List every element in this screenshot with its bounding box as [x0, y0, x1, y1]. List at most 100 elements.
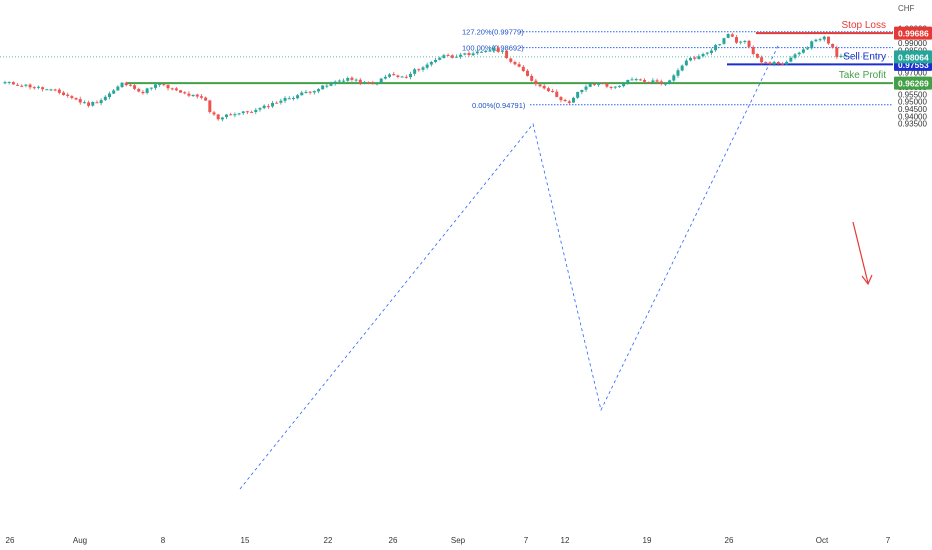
target-arrow-line — [852, 221, 869, 284]
candle-body — [843, 55, 847, 57]
candle-body — [57, 89, 61, 93]
candle-body — [199, 96, 203, 98]
candle-body — [726, 34, 730, 38]
price-tag-label: 0.96269 — [898, 79, 929, 89]
candle-body — [388, 74, 392, 77]
candle-body — [212, 112, 216, 115]
candle-body — [250, 111, 254, 113]
candle-body — [70, 96, 74, 98]
candle-body — [229, 114, 233, 116]
price-tag-label: 0.97553 — [898, 60, 929, 70]
candle-body — [496, 47, 500, 52]
candle-body — [425, 64, 429, 68]
candle-body — [204, 97, 208, 101]
x-tick-label: 15 — [241, 536, 250, 545]
candle-body — [174, 88, 178, 91]
x-axis: 26 Aug 8 15 22 26 Sep 7 12 19 26 Oct 7 — [6, 536, 891, 545]
candle-body — [467, 53, 471, 55]
candle-body — [337, 80, 341, 82]
levels-group — [126, 32, 893, 85]
candle-body — [195, 94, 199, 97]
candle-body — [262, 105, 266, 109]
candle-body — [542, 85, 546, 89]
candle-body — [241, 111, 245, 114]
candle-body — [7, 81, 11, 83]
level-label: Take Profit — [839, 70, 886, 81]
candle-body — [350, 77, 354, 80]
candle-body — [517, 64, 521, 67]
candle-body — [822, 36, 826, 40]
candle-body — [342, 80, 346, 82]
candle-body — [245, 111, 249, 113]
candle-body — [563, 99, 567, 102]
candle-body — [672, 75, 676, 81]
candle-body — [317, 89, 320, 92]
candle-body — [379, 78, 383, 84]
candle-body — [271, 102, 275, 107]
candle-body — [463, 53, 467, 55]
candle-body — [601, 83, 605, 85]
candle-body — [689, 57, 693, 61]
candle-body — [643, 80, 647, 82]
candle-body — [162, 84, 166, 86]
x-tick-label: 19 — [643, 536, 652, 545]
candle-body — [718, 44, 722, 46]
candle-body — [597, 82, 601, 85]
candle-body — [400, 76, 404, 78]
candle-body — [651, 80, 655, 83]
candle-body — [421, 67, 425, 70]
candle-body — [191, 94, 195, 97]
candle-body — [693, 57, 697, 59]
candle-body — [11, 82, 15, 85]
fib-level-label: 127.20%(0.99779) — [462, 28, 524, 37]
candle-body — [141, 91, 145, 94]
candle-body — [735, 37, 738, 43]
candle-body — [484, 50, 488, 52]
candle-body — [216, 114, 220, 120]
candle-body — [559, 97, 563, 101]
candle-body — [492, 47, 496, 51]
fib-trend-line — [239, 43, 780, 490]
candle-body — [413, 69, 417, 74]
candle-body — [149, 87, 153, 89]
candle-body — [266, 106, 270, 108]
candle-body — [772, 61, 776, 65]
candle-body — [730, 34, 734, 37]
candle-body — [417, 69, 421, 71]
candle-body — [818, 39, 822, 41]
candle-body — [743, 40, 747, 42]
current-price-tag-bg — [894, 50, 932, 64]
candle-body — [584, 86, 588, 90]
candle-body — [28, 84, 32, 88]
candle-body — [526, 70, 529, 76]
candle-body — [780, 63, 784, 65]
candle-body — [826, 36, 830, 44]
candle-body — [442, 55, 446, 58]
candle-body — [755, 53, 759, 58]
candle-body — [785, 61, 789, 65]
candle-body — [480, 51, 484, 53]
candle-body — [325, 85, 329, 87]
x-tick-label: Aug — [73, 536, 87, 545]
x-tick-label: 26 — [6, 536, 15, 545]
candle-body — [53, 89, 57, 91]
candle-body — [555, 91, 559, 97]
candle-body — [225, 114, 229, 118]
currency-label: CHF — [898, 4, 915, 13]
candle-body — [62, 92, 66, 96]
candle-body — [634, 79, 638, 81]
candle-body — [488, 50, 492, 52]
candle-body — [66, 94, 70, 96]
candle-body — [392, 74, 396, 76]
candle-body — [291, 97, 295, 99]
candle-body — [329, 83, 333, 86]
candle-body — [505, 50, 509, 59]
candle-body — [626, 79, 630, 84]
candle-body — [801, 49, 805, 53]
candle-body — [137, 88, 141, 92]
candle-body — [576, 91, 580, 98]
candle-body — [797, 52, 801, 55]
candle-body — [622, 83, 626, 87]
candle-body — [158, 83, 162, 85]
price-tags-group: 0.99686 0.97553 0.96269 0.98064 — [894, 26, 932, 90]
